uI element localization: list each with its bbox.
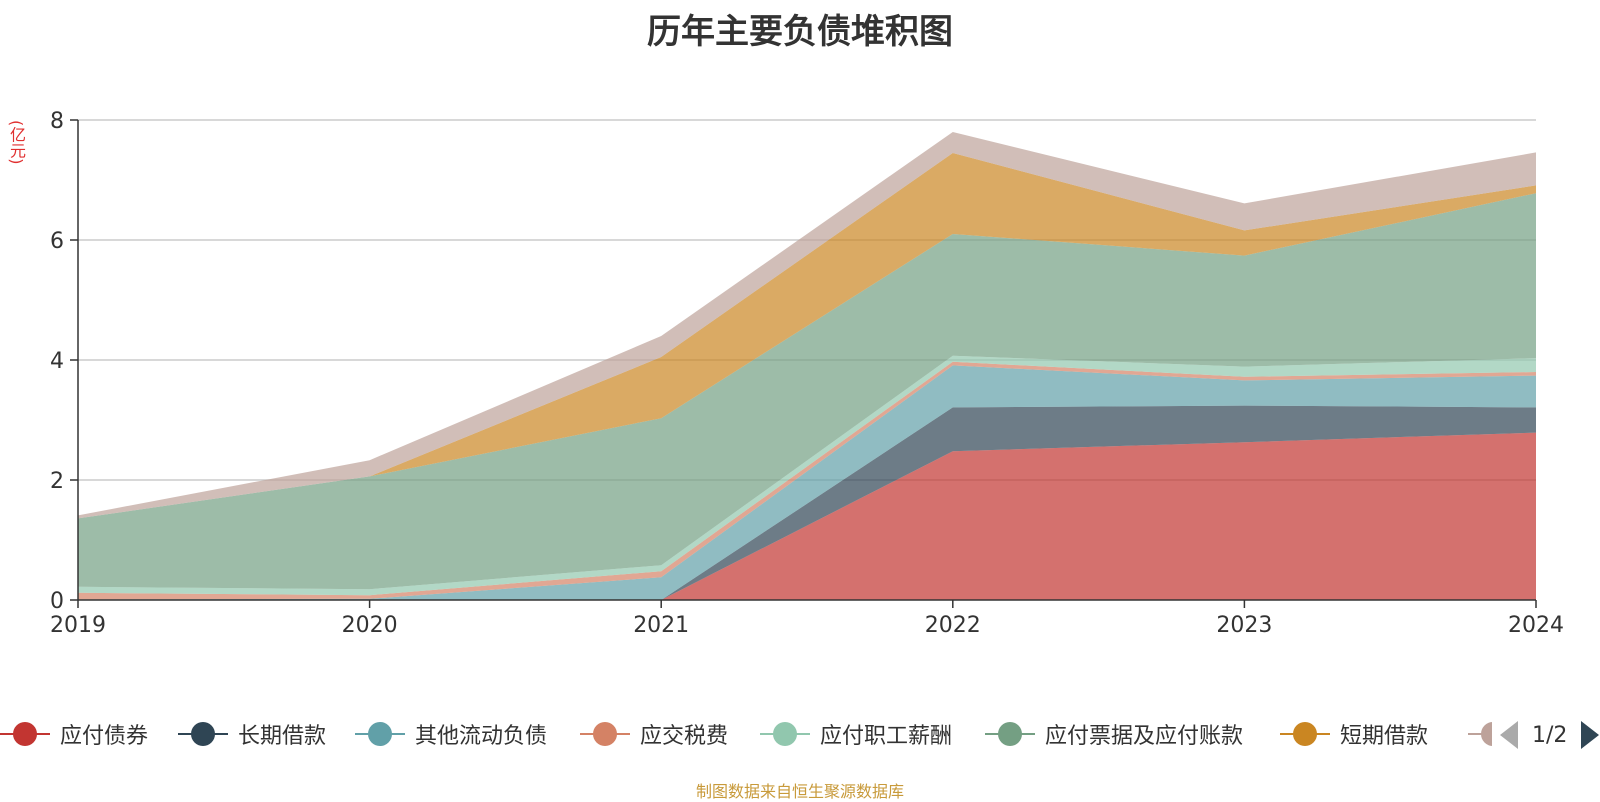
legend-item[interactable]: 应交税费 — [580, 716, 728, 752]
legend-pager: 1/2 — [1500, 720, 1600, 750]
legend-item[interactable]: 应付职工薪酬 — [760, 716, 952, 752]
legend-label: 其他流动负债 — [415, 724, 548, 749]
legend-item[interactable] — [1468, 716, 1492, 752]
legend-label: 长期借款 — [238, 724, 327, 749]
legend-item[interactable]: 长期借款 — [178, 716, 326, 752]
area-series-1[interactable] — [78, 405, 1536, 600]
triangle-right-icon[interactable] — [1581, 721, 1600, 749]
x-tick-label: 2021 — [633, 613, 689, 638]
legend-marker-icon — [760, 722, 810, 746]
legend-item[interactable]: 其他流动负债 — [355, 716, 547, 752]
triangle-left-icon[interactable] — [1500, 721, 1518, 749]
legend-label: 应付债券 — [60, 724, 149, 749]
x-tick-label: 2019 — [50, 613, 106, 638]
legend-marker-icon — [0, 722, 50, 746]
data-source-note: 制图数据来自恒生聚源数据库 — [695, 782, 904, 801]
legend-marker-icon — [580, 722, 630, 746]
legend-label: 应交税费 — [640, 724, 729, 749]
legend-item[interactable]: 短期借款 — [1280, 716, 1428, 752]
y-tick-label: 0 — [50, 589, 64, 614]
area-series-6[interactable] — [78, 153, 1536, 519]
x-tick-label: 2024 — [1508, 613, 1564, 638]
legend-marker-icon — [1468, 722, 1492, 746]
legend-marker-icon — [178, 722, 228, 746]
legend-label: 应付职工薪酬 — [820, 724, 953, 749]
axes: 0 2 4 6 8 2019 2020 2021 2022 2023 2024 — [50, 109, 1564, 638]
x-tick-label: 2022 — [925, 613, 981, 638]
stacked-areas — [78, 132, 1536, 600]
legend-marker-icon — [355, 722, 405, 746]
legend-marker-icon — [1280, 722, 1330, 746]
y-tick-label: 8 — [50, 109, 64, 134]
y-tick-label: 6 — [50, 229, 64, 254]
area-series-0[interactable] — [78, 432, 1536, 600]
area-series-2[interactable] — [78, 365, 1536, 600]
y-tick-label: 2 — [50, 469, 64, 494]
x-tick-label: 2020 — [342, 613, 398, 638]
chart-title: 历年主要负债堆积图 — [647, 12, 953, 52]
y-axis-unit-label: (亿元) — [7, 120, 26, 165]
legend-label: 短期借款 — [1340, 724, 1429, 749]
area-series-5[interactable] — [78, 193, 1536, 590]
legend-item[interactable]: 应付债券 — [0, 716, 148, 752]
x-tick-label: 2023 — [1216, 613, 1272, 638]
y-tick-label: 4 — [50, 349, 64, 374]
legend: 应付债券 长期借款 其他流动负债 应交税费 应付职工薪酬 应付票据及应付账款 短期借款 — [0, 716, 1600, 756]
legend-marker-icon — [985, 722, 1035, 746]
area-chart: 0 2 4 6 8 2019 2020 2021 2022 2023 2024 — [50, 109, 1564, 638]
legend-label: 应付票据及应付账款 — [1045, 724, 1244, 749]
legend-item[interactable]: 应付票据及应付账款 — [985, 716, 1243, 752]
legend-page-indicator: 1/2 — [1532, 722, 1568, 748]
